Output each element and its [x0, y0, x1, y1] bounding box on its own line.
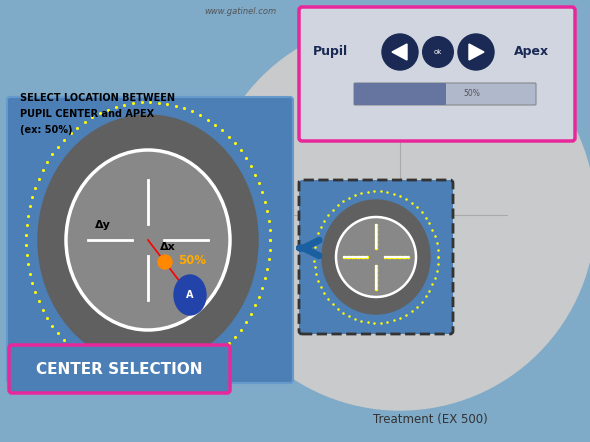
Polygon shape: [469, 44, 484, 60]
Circle shape: [458, 34, 494, 70]
Text: (ex: 50%): (ex: 50%): [20, 125, 73, 135]
Text: 50%: 50%: [178, 254, 206, 267]
Text: Δx: Δx: [160, 242, 176, 252]
Circle shape: [158, 255, 172, 269]
Text: Δy: Δy: [95, 220, 111, 230]
Circle shape: [382, 34, 418, 70]
FancyBboxPatch shape: [299, 180, 453, 334]
Text: A: A: [186, 290, 194, 300]
Text: Apex: Apex: [514, 46, 549, 58]
FancyBboxPatch shape: [7, 97, 293, 383]
FancyBboxPatch shape: [299, 7, 575, 141]
Text: SELECT LOCATION BETWEEN: SELECT LOCATION BETWEEN: [20, 93, 175, 103]
Text: CENTER SELECTION: CENTER SELECTION: [36, 362, 203, 377]
Ellipse shape: [38, 115, 258, 365]
FancyBboxPatch shape: [354, 83, 446, 105]
Circle shape: [336, 217, 416, 297]
FancyBboxPatch shape: [354, 83, 536, 105]
FancyBboxPatch shape: [9, 345, 230, 393]
Text: 50%: 50%: [463, 89, 480, 99]
Polygon shape: [392, 44, 407, 60]
Text: PUPIL CENTER and APEX: PUPIL CENTER and APEX: [20, 109, 154, 119]
Circle shape: [205, 20, 590, 410]
Text: Treatment (EX 500): Treatment (EX 500): [373, 414, 487, 427]
Circle shape: [422, 37, 453, 67]
Ellipse shape: [66, 150, 230, 330]
Ellipse shape: [322, 200, 430, 314]
Text: ok: ok: [434, 49, 442, 55]
Ellipse shape: [174, 275, 206, 315]
Text: Pupil: Pupil: [313, 46, 348, 58]
Text: www.gatinel.com: www.gatinel.com: [204, 8, 276, 16]
